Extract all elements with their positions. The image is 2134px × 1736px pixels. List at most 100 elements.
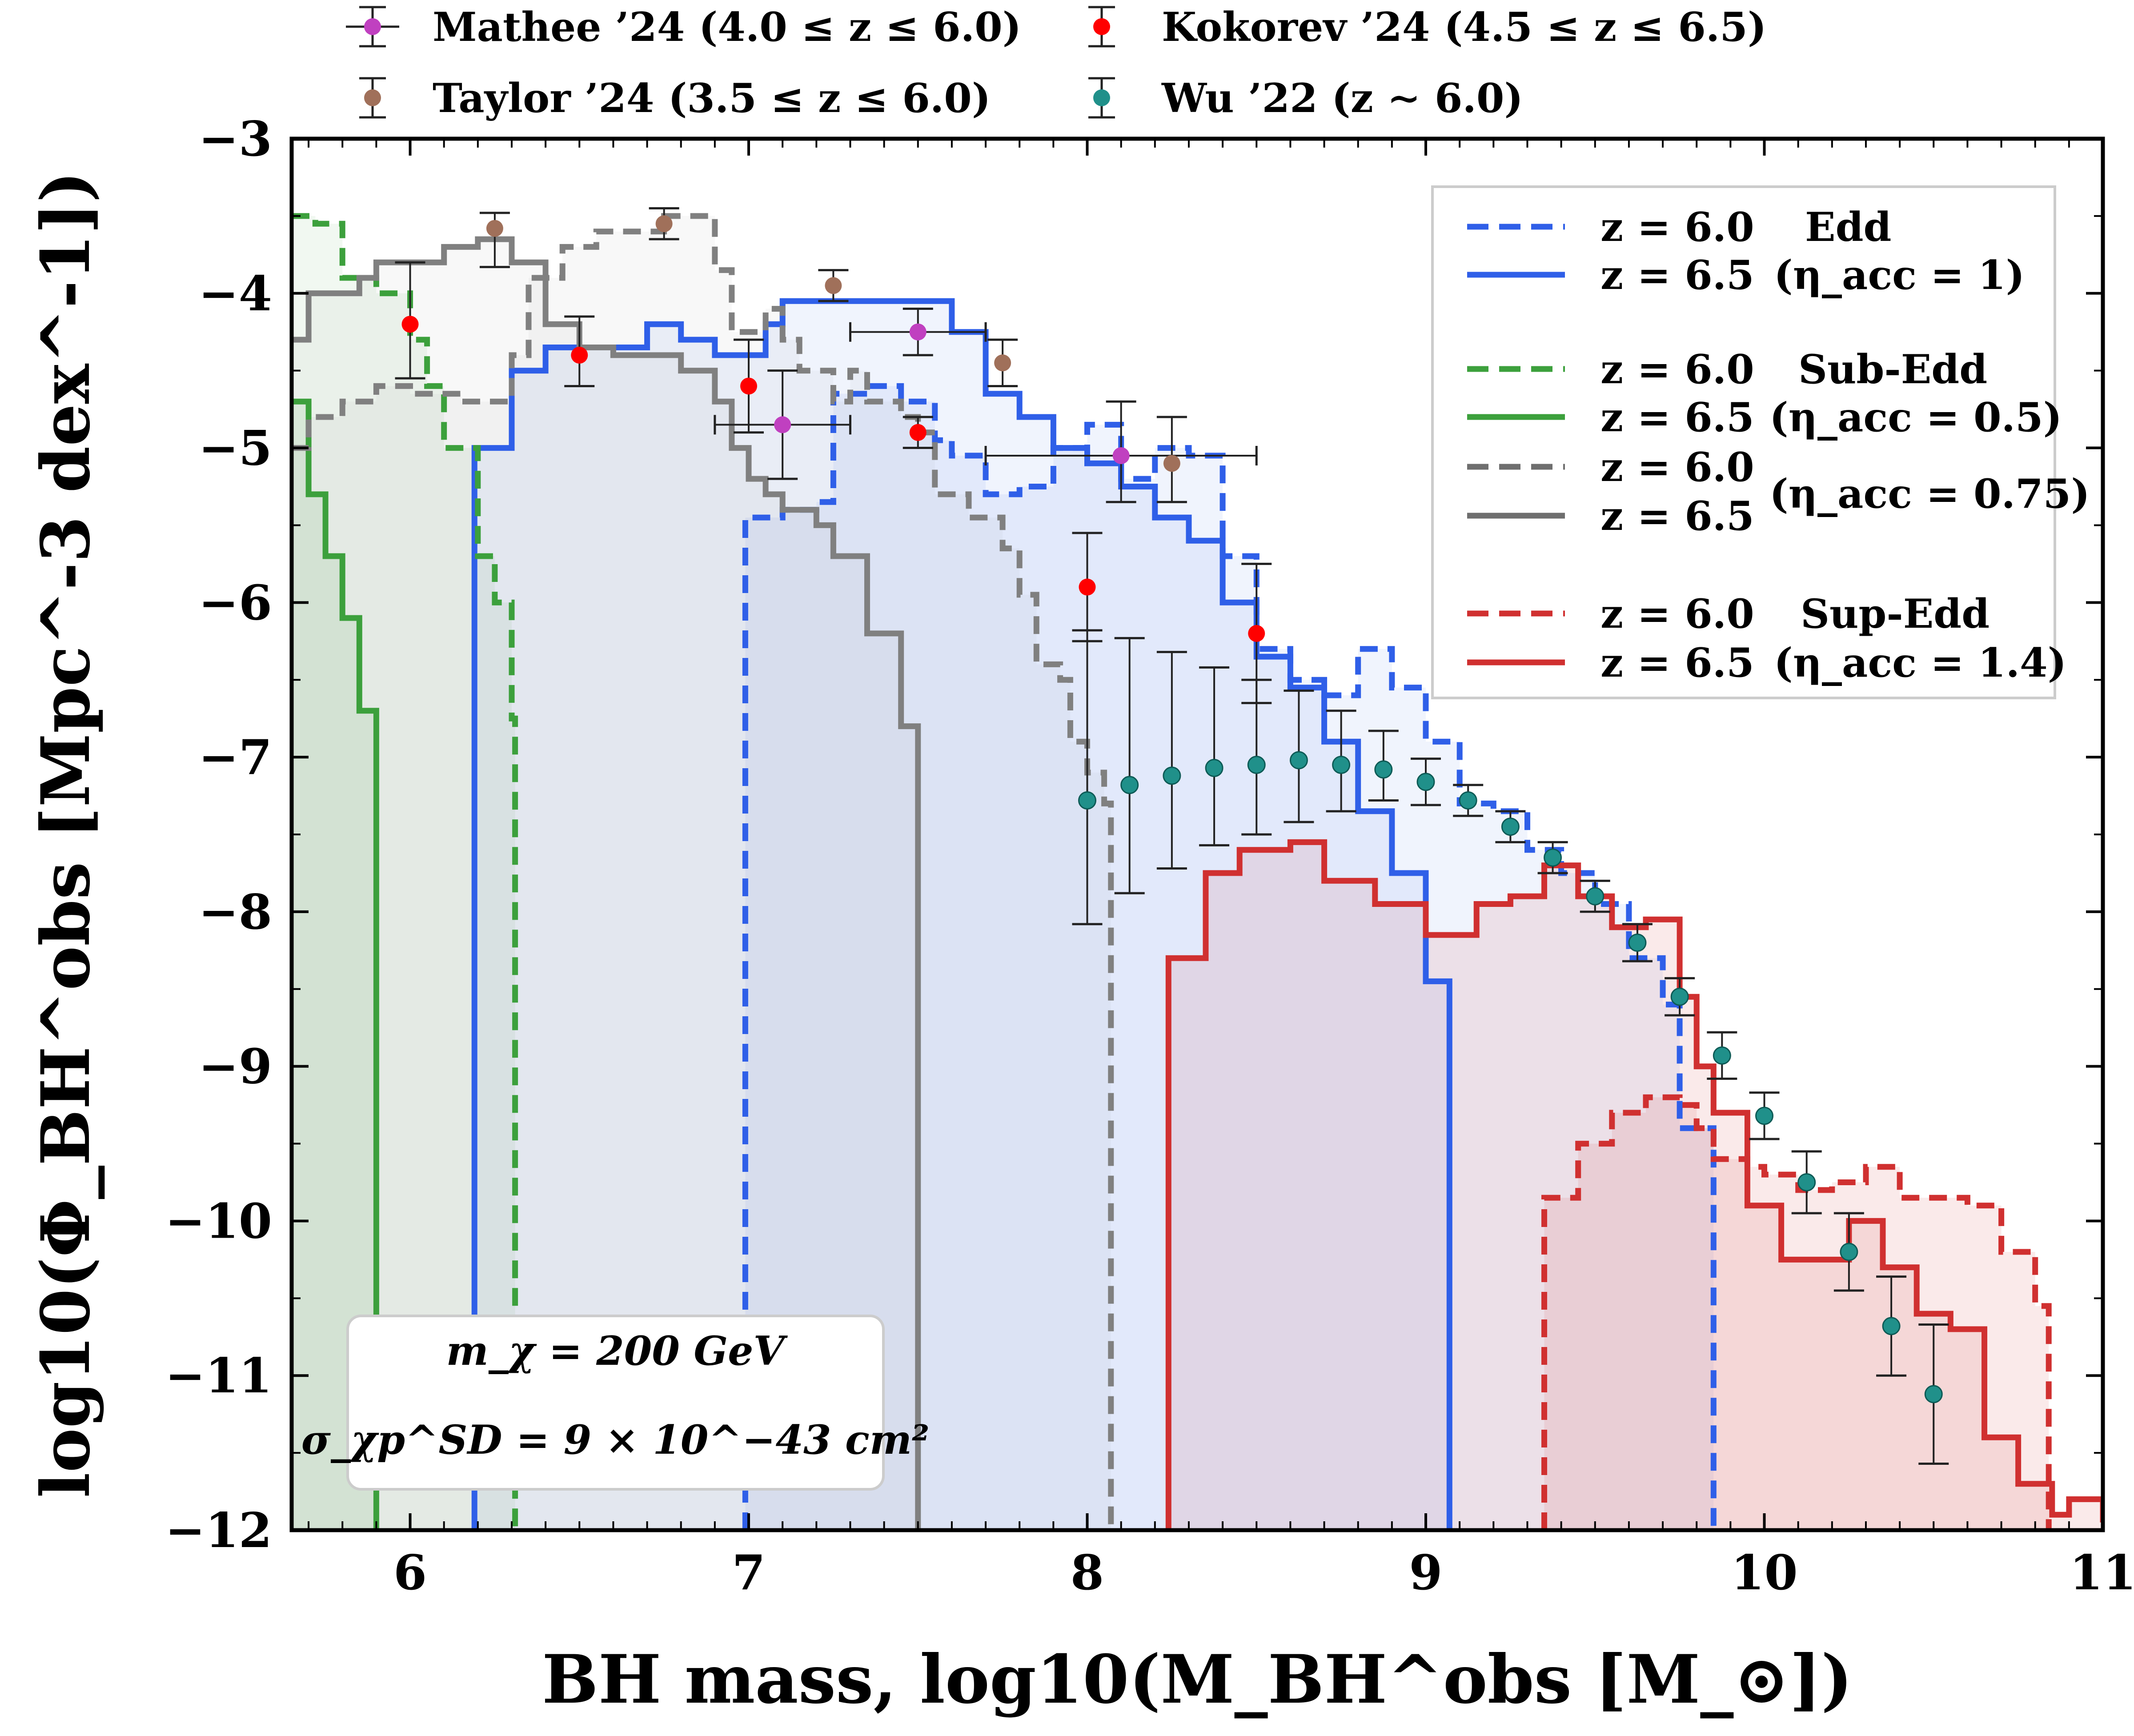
axis-titles: BH mass, log10(M_BH^obs [M_⊙]) log10(Φ_BH… (27, 171, 1853, 1719)
data-marker (909, 424, 927, 441)
legend-top-label: Wu ’22 (z ∼ 6.0) (1161, 75, 1523, 122)
x-axis-title: BH mass, log10(M_BH^obs [M_⊙]) (542, 1640, 1853, 1719)
legend-observations: Mathee ’24 (4.0 ≤ z ≤ 6.0) Kokorev ’24 (4… (346, 4, 1766, 122)
obs-point-1-2 (818, 269, 849, 302)
annotation-cross-section: σ_χp^SD = 9 × 10^−43 cm² (301, 1416, 930, 1463)
obs-point-3-9 (1453, 784, 1484, 817)
data-marker (740, 377, 758, 395)
obs-point-1-4 (1156, 416, 1187, 503)
y-tick-label: −11 (165, 1348, 272, 1404)
legend-z60-label: z = 6.0 (1600, 590, 1754, 637)
obs-point-3-19 (1876, 1275, 1907, 1377)
obs-point-3-13 (1622, 923, 1653, 962)
legend-marker (364, 18, 381, 35)
x-tick-label: 7 (732, 1545, 765, 1601)
series-fill-edd_z65 (474, 301, 1450, 1530)
legend-z60-label: z = 6.0 (1600, 204, 1754, 251)
obs-point-3-6 (1326, 710, 1356, 813)
data-marker (774, 416, 791, 433)
obs-point-3-7 (1368, 730, 1399, 802)
y-tick-label: −10 (165, 1193, 272, 1249)
legend-model-name: Sup-Edd (1801, 590, 1990, 637)
series-line-edd_z65 (471, 298, 1452, 1530)
axis-ticks (292, 137, 2104, 1532)
data-marker (1882, 1317, 1901, 1335)
legend-eta-label: (η_acc = 1) (1774, 252, 2025, 299)
legend-top-entry-0: Mathee ’24 (4.0 ≤ z ≤ 6.0) (346, 4, 1021, 51)
data-marker (1501, 818, 1520, 836)
obs-point-3-17 (1791, 1150, 1822, 1215)
y-tick-label: −12 (165, 1503, 272, 1559)
series-line-sup_z60 (1541, 1094, 2052, 1530)
data-marker (909, 323, 927, 341)
obs-point-3-20 (1918, 1323, 1949, 1465)
obs-point-0-0 (714, 369, 851, 480)
legend-marker (364, 89, 381, 106)
y-tick-label: −7 (198, 730, 272, 786)
data-marker (1797, 1173, 1816, 1191)
data-marker (1205, 758, 1223, 777)
obs-point-3-14 (1665, 977, 1695, 1017)
x-tick-label: 8 (1071, 1545, 1104, 1601)
x-tick-label: 10 (1731, 1545, 1797, 1601)
data-marker (655, 215, 673, 233)
legend-eta-label: (η_acc = 0.75) (1769, 470, 2090, 517)
series-line-sub_z65 (292, 398, 379, 1530)
data-marker (1289, 751, 1308, 770)
data-marker (1079, 578, 1096, 596)
legend-eta-label: (η_acc = 1.4) (1774, 639, 2066, 686)
legend-top-label: Kokorev ’24 (4.5 ≤ z ≤ 6.5) (1162, 4, 1766, 51)
data-marker (1924, 1385, 1943, 1403)
obs-point-3-2 (1156, 651, 1187, 870)
legend-z65-label: z = 6.5 (1600, 493, 1754, 540)
observational-data (395, 207, 1949, 1465)
tick-labels: 6 7 8 9 10 11 −3 −4 −5 −6 −7 −8 −9 −10 −11 −12 (165, 111, 2134, 1601)
obs-point-3-3 (1199, 666, 1230, 846)
legend-right-entry-1: z = 6.0z = 6.5 Sub-Edd(η_acc = 0.5) (1467, 346, 2062, 441)
legend-model-name: Edd (1805, 204, 1891, 251)
data-marker (486, 220, 503, 237)
data-marker (1374, 760, 1393, 779)
y-tick-label: −6 (198, 575, 272, 631)
obs-point-2-3 (903, 416, 933, 449)
legend-z65-label: z = 6.5 (1600, 639, 1754, 686)
legend-z65-label: z = 6.5 (1600, 394, 1754, 441)
legend-right-entry-0: z = 6.0z = 6.5 Edd(η_acc = 1) (1467, 204, 2025, 299)
data-marker (1078, 791, 1097, 810)
obs-point-3-16 (1749, 1091, 1780, 1140)
data-marker (1544, 848, 1562, 867)
y-tick-label: −3 (198, 111, 272, 167)
obs-point-2-2 (734, 338, 764, 434)
data-marker (1840, 1243, 1858, 1261)
series-line-mid_z60 (292, 213, 1114, 1530)
obs-point-3-5 (1284, 690, 1314, 823)
data-marker (994, 354, 1011, 372)
series-fill-mid_z60 (292, 216, 1111, 1530)
obs-point-3-4 (1241, 678, 1272, 836)
legend-right-entry-2: z = 6.0z = 6.5 (η_acc = 0.75) (1467, 444, 2090, 540)
series-fill-mid_z65 (292, 239, 918, 1530)
data-marker (1163, 455, 1180, 472)
obs-point-2-1 (564, 315, 595, 387)
x-tick-label: 6 (393, 1545, 427, 1601)
data-marker (1332, 756, 1351, 774)
y-axis-title: log10(Φ_BH^obs [Mpc^-3 dex^-1]) (27, 171, 105, 1498)
obs-point-3-10 (1495, 810, 1526, 843)
data-marker (1628, 933, 1647, 952)
legend-eta-label: (η_acc = 0.5) (1769, 394, 2062, 441)
annotation-box (346, 1315, 885, 1491)
legend-z60-label: z = 6.0 (1600, 444, 1754, 491)
data-marker (825, 277, 842, 294)
obs-point-3-15 (1707, 1031, 1737, 1080)
legend-top-label: Taylor ’24 (3.5 ≤ z ≤ 6.0) (433, 75, 991, 122)
obs-point-3-11 (1537, 841, 1568, 874)
data-marker (1163, 766, 1181, 785)
obs-point-0-1 (849, 308, 987, 357)
data-marker (1416, 773, 1435, 791)
legend-marker (1093, 89, 1110, 106)
legend-top-entry-2: Taylor ’24 (3.5 ≤ z ≤ 6.0) (359, 75, 991, 122)
data-marker (1459, 791, 1477, 810)
obs-point-3-8 (1411, 758, 1441, 806)
